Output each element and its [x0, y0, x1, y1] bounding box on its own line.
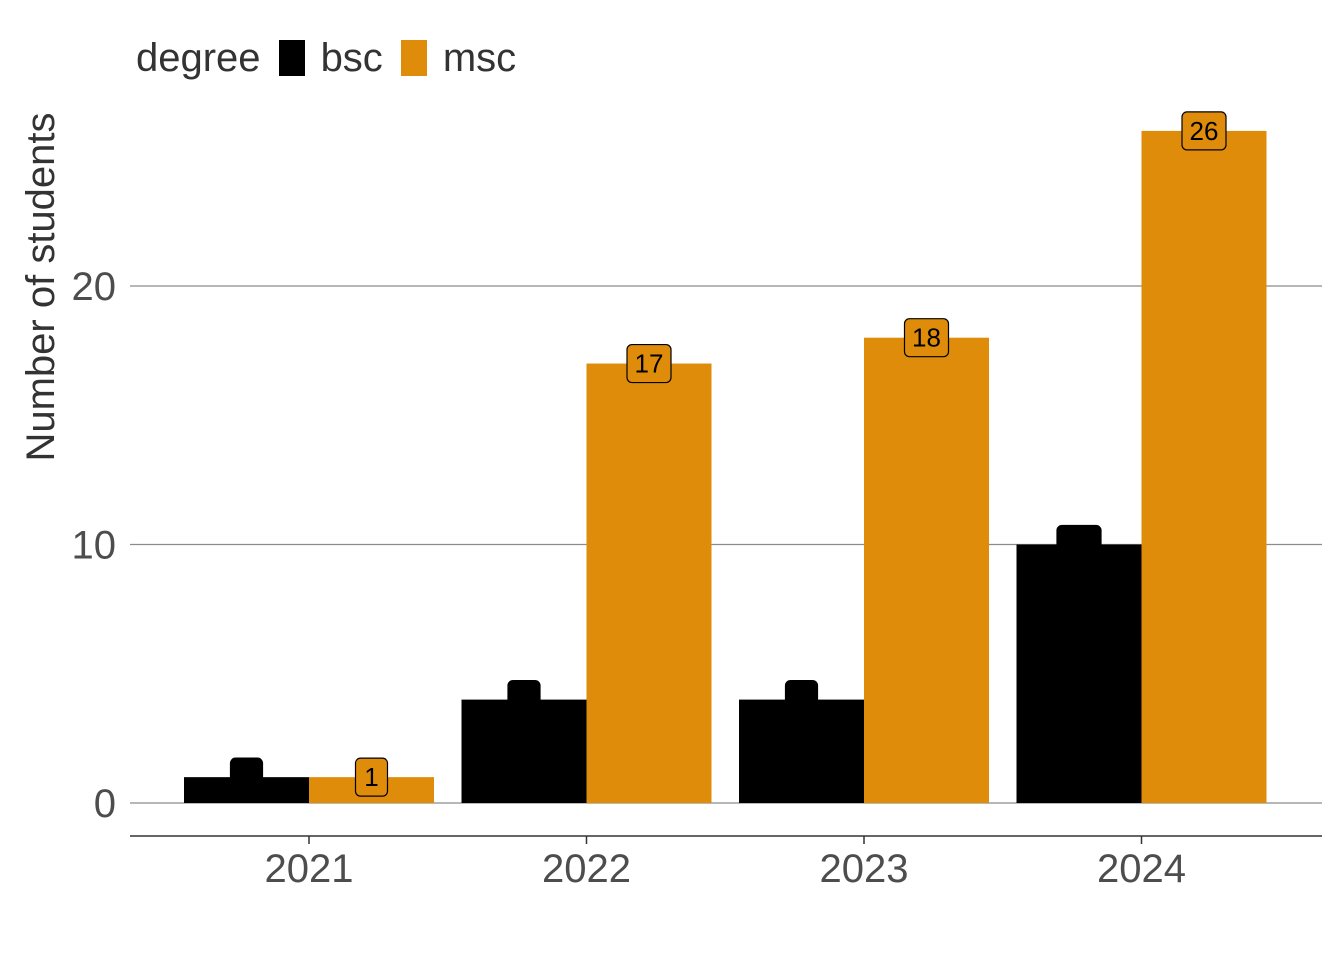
legend-label-bsc: bsc [320, 35, 383, 80]
data-labels: 1 1 4 17 4 18 10 26 [229, 111, 1227, 797]
y-tick-label-20: 20 [72, 265, 117, 309]
y-axis-ticks: 0 10 20 [72, 265, 117, 826]
data-label-box-bsc-2024 [1056, 524, 1102, 565]
bar-msc-2023 [864, 337, 989, 803]
x-tick-label-2022: 2022 [542, 847, 631, 891]
data-label-bsc-2021: 1 [239, 762, 253, 792]
data-label-box-msc-2024 [1181, 111, 1227, 151]
data-label-bsc-2024: 10 [1065, 530, 1094, 560]
x-axis-ticks: 2021 2022 2023 2024 [265, 836, 1186, 891]
y-tick-label-10: 10 [72, 524, 117, 568]
data-label-msc-2022: 17 [635, 349, 664, 379]
data-label-box-bsc-2021 [229, 757, 264, 797]
y-axis-label: Number of students [19, 112, 63, 461]
legend-swatch-bsc [278, 40, 305, 76]
legend-swatch-msc [400, 40, 427, 76]
data-label-box-msc-2023 [903, 318, 950, 358]
data-label-box-bsc-2022 [507, 679, 541, 720]
bars [184, 130, 1267, 803]
data-label-bsc-2023: 4 [794, 685, 808, 715]
data-label-box-bsc-2023 [784, 679, 819, 720]
chart-legend: degree bsc msc [136, 32, 534, 84]
bar-msc-2022 [586, 363, 712, 803]
x-tick-label-2024: 2024 [1097, 847, 1186, 891]
data-label-msc-2021: 1 [364, 762, 378, 792]
bar-bsc-2024 [1016, 544, 1142, 803]
data-label-msc-2024: 26 [1190, 116, 1219, 146]
data-label-msc-2023: 18 [912, 323, 941, 353]
data-label-box-msc-2021 [354, 757, 389, 797]
y-tick-label-0: 0 [94, 782, 116, 826]
legend-title: degree [136, 35, 261, 80]
data-label-bsc-2022: 4 [517, 685, 531, 715]
legend-label-msc: msc [442, 35, 517, 80]
data-label-box-msc-2022 [626, 343, 672, 384]
bar-msc-2024 [1141, 130, 1267, 803]
x-tick-label-2021: 2021 [265, 847, 354, 891]
x-tick-label-2023: 2023 [820, 847, 909, 891]
